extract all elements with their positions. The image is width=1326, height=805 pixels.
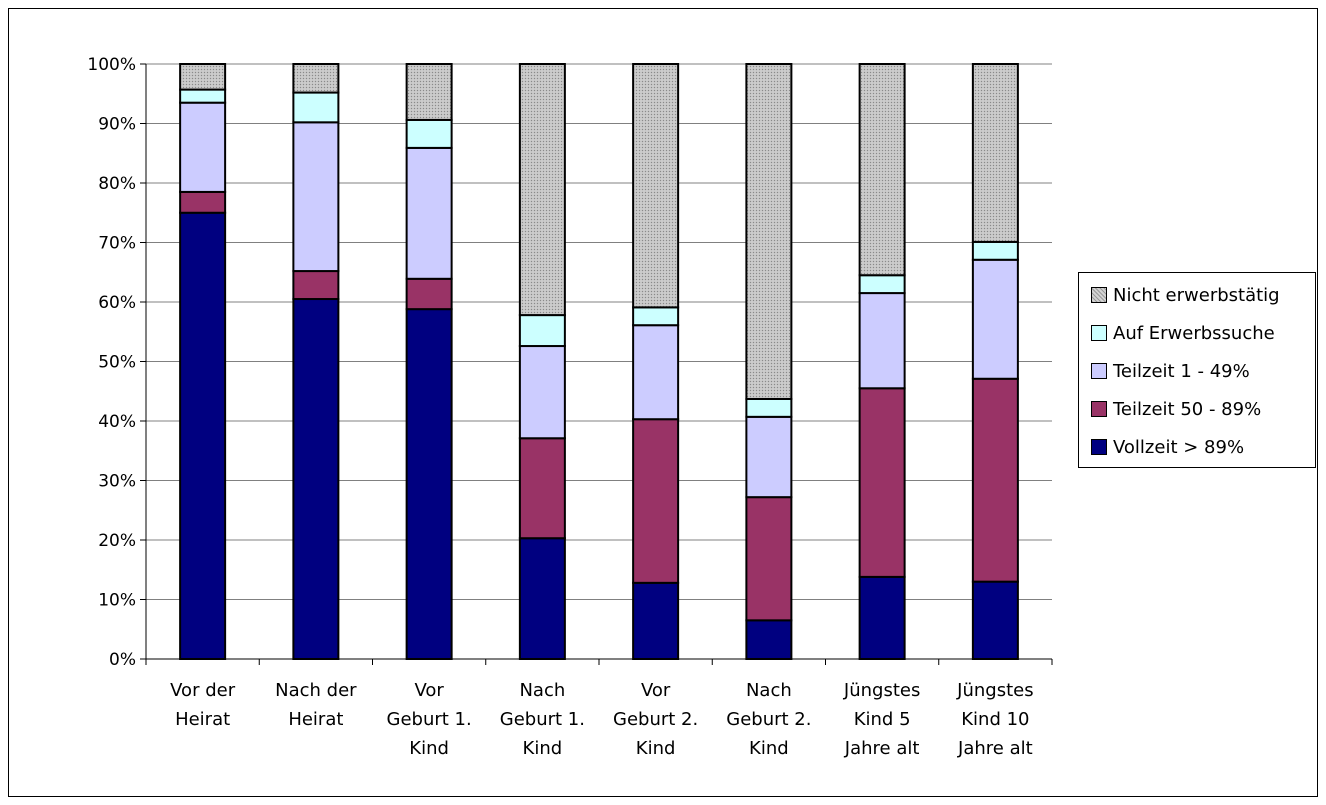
legend-label: Teilzeit 50 - 89% (1113, 398, 1262, 420)
legend-item: Nicht erwerbstätig (1091, 282, 1280, 308)
y-tick-label: 20% (98, 531, 136, 551)
bar-segment (858, 387, 906, 578)
bar-segment (179, 190, 227, 214)
bar-segment (971, 63, 1019, 243)
legend-label: Auf Erwerbssuche (1113, 322, 1275, 344)
bar-segment (632, 581, 680, 661)
bar-segment (632, 306, 680, 327)
legend-item: Teilzeit 1 - 49% (1091, 358, 1250, 384)
bar-segment (179, 63, 227, 91)
y-tick-label: 10% (98, 591, 136, 611)
bar-segment (745, 619, 793, 661)
legend-item: Auf Erwerbssuche (1091, 320, 1275, 346)
bar-segment (518, 537, 566, 661)
bar-segment (179, 88, 227, 104)
bar-segment (292, 121, 340, 273)
bar-segment (971, 580, 1019, 661)
bar-segment (518, 63, 566, 317)
bar-segment (292, 298, 340, 660)
bar-segment (632, 324, 680, 421)
bar-segment (405, 63, 453, 121)
bar-segment (518, 314, 566, 348)
chart-frame: 0% 10% 20% 30% 40% 50% 60% 70% 80% 90% 100% Vor der… (8, 8, 1318, 797)
axes (140, 63, 1053, 665)
bar-segment (745, 496, 793, 622)
bar-segment (179, 211, 227, 660)
bar-segment (518, 345, 566, 440)
bar-segment (179, 101, 227, 193)
legend-item: Teilzeit 50 - 89% (1091, 396, 1261, 422)
bar-segment (745, 397, 793, 418)
bar-segment (971, 377, 1019, 583)
x-tick-label: Nach der Heirat (275, 680, 357, 730)
y-tick-label: 60% (98, 293, 136, 313)
bar-segment (971, 240, 1019, 261)
legend-swatch (1091, 401, 1107, 417)
bar-segment (405, 277, 453, 311)
y-tick-label: 40% (98, 412, 136, 432)
bar-segment (518, 437, 566, 540)
legend-label: Vollzeit > 89% (1113, 436, 1245, 458)
legend-swatch (1091, 287, 1107, 303)
tick-labels: 0% 10% 20% 30% 40% 50% 60% 70% 80% 90% 100% Vor der… (87, 55, 1033, 759)
bar-segment (971, 258, 1019, 380)
bar-segment (858, 292, 906, 390)
legend-swatch (1091, 325, 1107, 341)
y-tick-label: 70% (98, 234, 136, 254)
x-tick-label: Vor der Heirat (170, 680, 236, 730)
bar-segment (858, 274, 906, 295)
bar-segment (405, 146, 453, 280)
y-tick-label: 50% (98, 353, 136, 373)
legend-item: Vollzeit > 89% (1091, 434, 1244, 460)
bar-segment (405, 308, 453, 660)
x-tick-label: Nach Geburt 1. Kind (500, 680, 585, 759)
y-tick-label: 90% (98, 115, 136, 135)
chart-canvas: 0% 10% 20% 30% 40% 50% 60% 70% 80% 90% 100% Vor der… (87, 55, 1053, 759)
bar-segment (858, 575, 906, 661)
legend-label: Teilzeit 1 - 49% (1113, 360, 1250, 382)
legend-label: Nicht erwerbstätig (1113, 284, 1280, 306)
y-tick-label: 30% (98, 472, 136, 492)
bar-segment (292, 270, 340, 301)
legend-swatch (1091, 439, 1107, 455)
bar-segment (405, 118, 453, 149)
legend-swatch (1091, 363, 1107, 379)
x-tick-label: Nach Geburt 2. Kind (726, 680, 811, 759)
x-tick-label: Jüngstes Kind 5 Jahre alt (843, 680, 920, 759)
y-tick-label: 80% (98, 174, 136, 194)
x-tick-label: Vor Geburt 2. Kind (613, 680, 698, 759)
bar-segment (632, 418, 680, 584)
legend: Nicht erwerbstätig Auf Erwerbssuche Teilze… (1078, 272, 1316, 468)
bar-segment (745, 63, 793, 400)
gridlines (146, 63, 1052, 600)
bar-segment (292, 63, 340, 94)
y-tick-label: 0% (109, 650, 136, 670)
bar-segment (292, 91, 340, 124)
x-tick-label: Vor Geburt 1. Kind (387, 680, 472, 759)
bar-segment (745, 415, 793, 499)
x-tick-label: Jüngstes Kind 10 Jahre alt (956, 680, 1033, 759)
y-tick-label: 100% (87, 55, 136, 75)
bar-segment (858, 63, 906, 277)
bars (179, 63, 1019, 661)
bar-segment (632, 63, 680, 309)
